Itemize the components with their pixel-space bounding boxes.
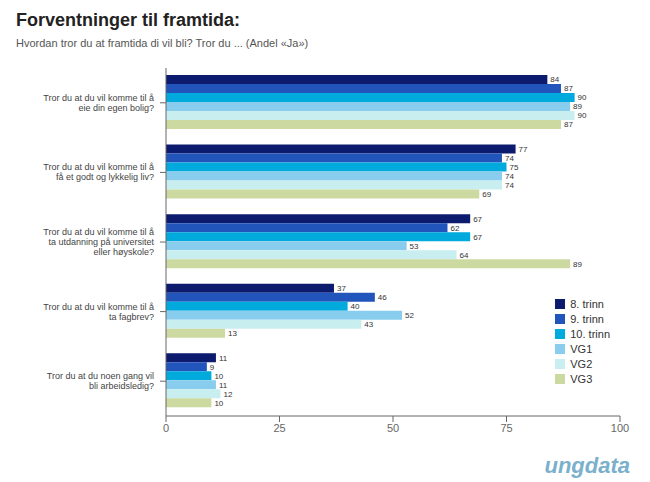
svg-text:100: 100 [611,422,629,434]
svg-text:89: 89 [573,260,582,269]
html-text:10. trinn: 10. trinn [570,327,610,340]
svg-text:67: 67 [473,233,482,242]
svg-text:84: 84 [550,75,559,84]
html-text:Forventninger til framtida:: Forventninger til framtida: [16,10,240,30]
svg-text:11: 11 [219,381,228,390]
svg-text:89: 89 [573,102,582,111]
svg-text:Tror du at du vil komme til åt: Tror du at du vil komme til åta fagbrev? [43,302,154,322]
svg-text:10: 10 [214,372,223,381]
html-text:VG1: VG1 [570,342,593,355]
svg-text:13: 13 [228,329,237,338]
html-text:8. trinn: 8. trinn [570,297,604,310]
svg-text:10: 10 [214,399,223,408]
svg-text:9: 9 [210,363,215,372]
svg-text:11: 11 [219,354,228,363]
svg-text:Tror du at du vil komme til åf: Tror du at du vil komme til åfå et godt … [43,162,154,182]
svg-text:64: 64 [460,251,469,260]
svg-text:74: 74 [505,154,514,163]
svg-text:25: 25 [273,422,285,434]
svg-text:37: 37 [337,284,346,293]
svg-text:12: 12 [223,390,232,399]
svg-text:43: 43 [364,320,373,329]
svg-text:62: 62 [450,224,459,233]
svg-text:Tror du at du noen gang vilbli: Tror du at du noen gang vilbli arbeidsle… [47,371,154,391]
svg-text:75: 75 [500,422,512,434]
html-text:9. trinn: 9. trinn [570,312,604,325]
svg-text:69: 69 [482,190,491,199]
svg-text:52: 52 [405,311,414,320]
html-text:Hvordan tror du at framtida di: Hvordan tror du at framtida di vil bli? … [16,37,309,49]
svg-text:74: 74 [505,172,514,181]
html-text:VG2: VG2 [570,357,593,370]
svg-text:46: 46 [378,293,387,302]
svg-text:74: 74 [505,181,514,190]
svg-text:87: 87 [564,120,573,129]
svg-text:40: 40 [351,302,360,311]
svg-text:90: 90 [578,111,587,120]
svg-text:75: 75 [510,163,519,172]
svg-text:90: 90 [578,93,587,102]
svg-text:Tror du at du vil komme til åe: Tror du at du vil komme til åeie din ege… [43,93,154,113]
svg-text:Tror du at du vil komme til åt: Tror du at du vil komme til åta utdannin… [43,227,154,257]
svg-text:77: 77 [519,145,528,154]
svg-text:53: 53 [410,242,419,251]
svg-text:87: 87 [564,84,573,93]
svg-text:50: 50 [387,422,399,434]
html-text:ungdata: ungdata [544,453,630,478]
svg-text:0: 0 [163,422,169,434]
svg-text:67: 67 [473,215,482,224]
html-text:VG3: VG3 [570,372,593,385]
